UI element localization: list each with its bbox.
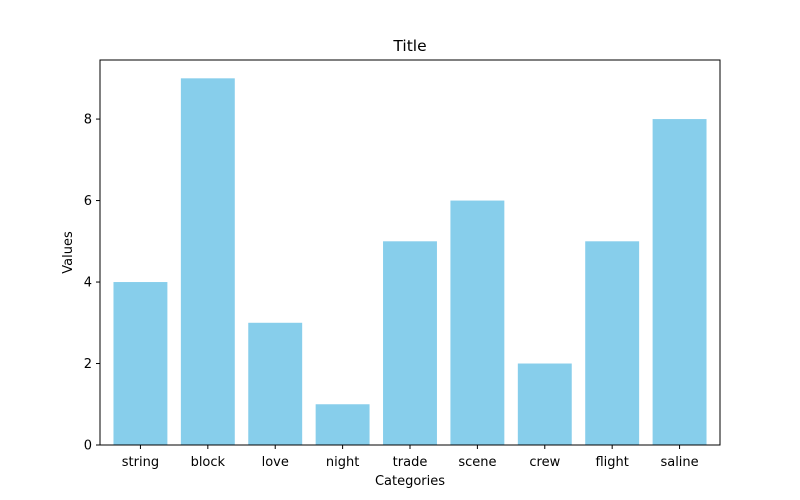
x-tick-label: night [326, 455, 359, 470]
y-tick-label: 0 [84, 439, 92, 454]
bar-scene [450, 200, 505, 445]
y-tick-label: 4 [84, 276, 92, 291]
y-tick-label: 2 [84, 357, 92, 372]
bar-string [113, 282, 168, 445]
bar-saline [652, 119, 707, 445]
x-tick-label: block [191, 455, 226, 470]
x-axis: string block love night trade scene crew flight… [122, 445, 699, 470]
bar-block [180, 78, 235, 445]
bar-trade [383, 241, 437, 445]
y-tick-label: 6 [84, 194, 92, 209]
x-tick-label: string [122, 455, 159, 470]
y-axis-label: Values [61, 231, 76, 274]
x-tick-label: saline [660, 455, 698, 470]
x-axis-label: Categories [375, 474, 445, 489]
x-tick-label: trade [393, 455, 428, 470]
x-tick-label: crew [529, 455, 560, 470]
bars-group [113, 78, 707, 445]
x-tick-label: love [262, 455, 289, 470]
bar-flight [585, 241, 640, 445]
x-tick-label: flight [595, 455, 628, 470]
bar-night [315, 404, 370, 445]
bar-crew [517, 363, 572, 445]
y-axis: 0 2 4 6 8 [84, 113, 100, 454]
bar-love [248, 322, 303, 445]
y-tick-label: 8 [84, 113, 92, 128]
x-tick-label: scene [458, 455, 496, 470]
chart-title: Title [392, 37, 426, 55]
